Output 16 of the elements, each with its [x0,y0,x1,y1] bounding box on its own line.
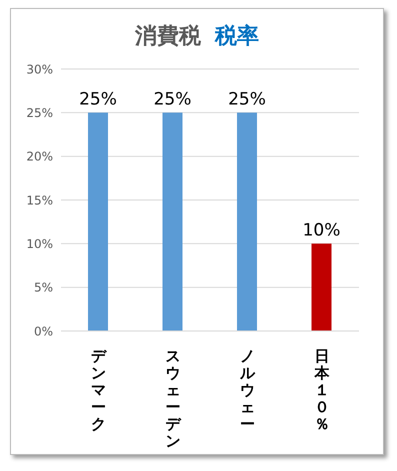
x-tick-label: スウェーデン [165,347,182,450]
data-label: 25% [154,90,192,110]
y-tick-label: 10% [26,236,53,251]
y-tick-label: 30% [26,62,53,76]
x-tick-label: ノルウェー [238,347,256,433]
data-label: 10% [302,220,340,241]
chart-title: 消費税 税率 [135,24,259,49]
y-tick-label: 20% [26,150,53,164]
y-tick-label: 0% [34,324,53,338]
x-tick-label: デンマーク [90,347,108,433]
data-label: 25% [79,90,117,110]
data-label: 25% [228,90,266,110]
y-tick-label: 15% [26,193,53,208]
x-tick-label: 日本１０％ [313,347,330,433]
y-tick-label: 5% [34,280,53,295]
y-tick-label: 25% [26,106,53,120]
